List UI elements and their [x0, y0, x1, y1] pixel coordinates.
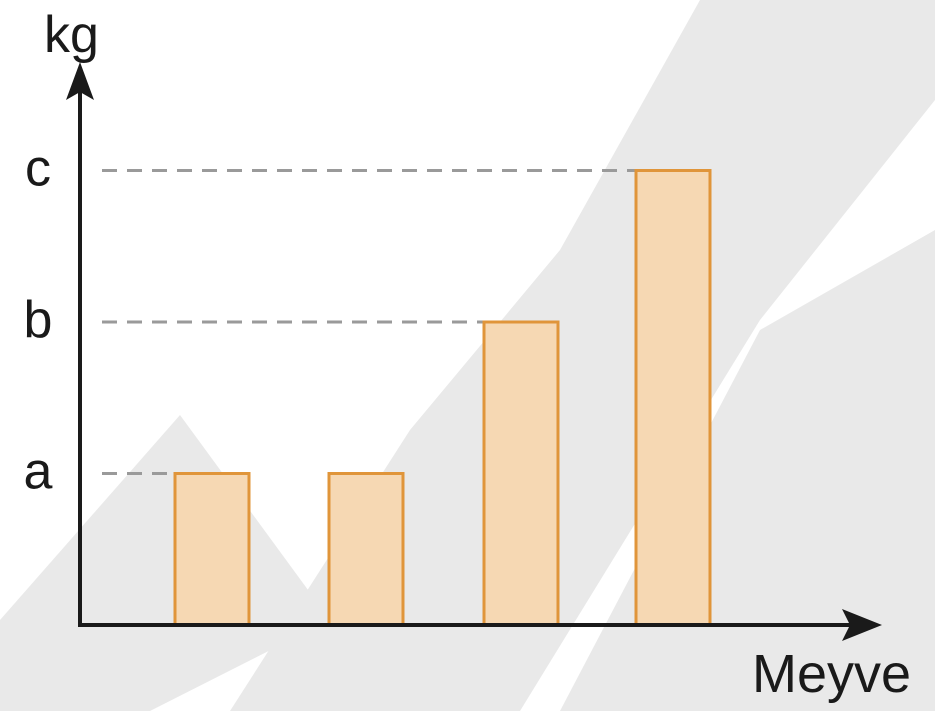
axes [66, 62, 882, 641]
bar-3 [482, 320, 560, 627]
bar-1 [173, 472, 251, 627]
y-tick-label-b: b [24, 291, 53, 349]
y-tick-label-a: a [24, 443, 53, 501]
y-axis-arrow [66, 62, 94, 100]
y-axis-label: kg [44, 6, 99, 64]
x-axis-arrow [842, 609, 882, 641]
bars [173, 169, 712, 627]
y-tick-label-c: c [25, 140, 51, 198]
bar-4 [634, 169, 712, 627]
y-tick-labels: a b c [24, 140, 53, 501]
reference-lines [102, 169, 636, 475]
x-axis-label: Meyve [752, 644, 911, 704]
bar-2 [327, 472, 405, 627]
